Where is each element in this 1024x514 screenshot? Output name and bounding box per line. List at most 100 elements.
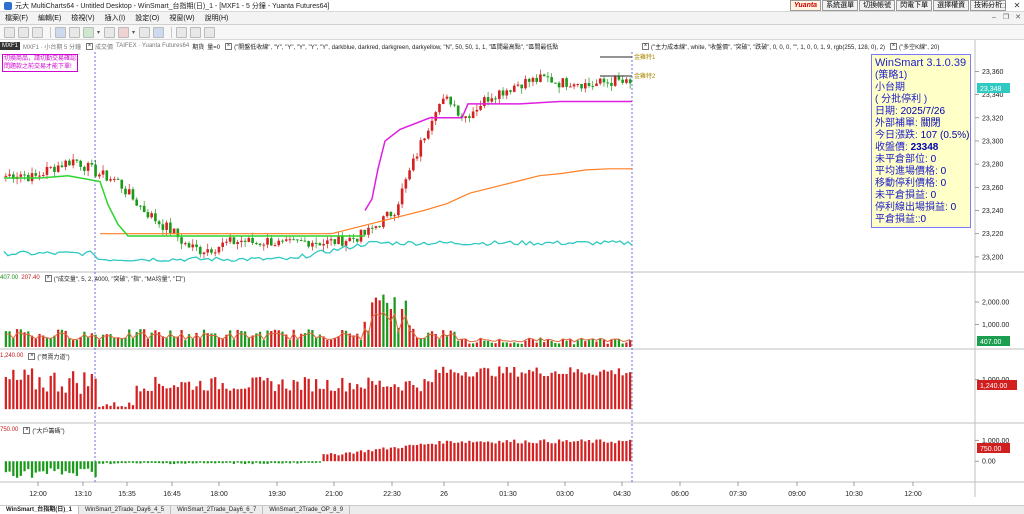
menu-view[interactable]: 檢視(V) bbox=[71, 15, 95, 22]
zoom-icon[interactable] bbox=[153, 26, 165, 38]
chips-bar bbox=[546, 442, 550, 462]
volume-bars bbox=[4, 294, 632, 347]
indicator-icon[interactable] bbox=[176, 26, 188, 38]
close-icon[interactable]: × bbox=[642, 42, 649, 50]
orange-cost-line bbox=[100, 168, 632, 235]
info-tp-value: 0 bbox=[950, 202, 957, 213]
tab-day6-6-7[interactable]: WinSmart_2Trade_Day6_6_7 bbox=[171, 506, 264, 514]
force-bar bbox=[49, 375, 52, 410]
volume-tick-label: 1,000.00 bbox=[982, 322, 1009, 329]
chips-bar bbox=[486, 441, 490, 462]
volume-bar bbox=[400, 308, 404, 347]
force-bars bbox=[4, 366, 632, 410]
tech-analysis-button[interactable]: 技術分析 bbox=[970, 0, 1007, 11]
force-bar bbox=[621, 375, 624, 410]
candle-body bbox=[109, 179, 112, 181]
text-tool-icon[interactable] bbox=[104, 26, 116, 38]
crosshair-icon[interactable] bbox=[69, 26, 80, 38]
candle-body bbox=[139, 205, 142, 207]
tab-op-8-9[interactable]: WinSmart_2Trade_OP_8_9 bbox=[263, 506, 351, 514]
price-tick-label: 23,320 bbox=[982, 115, 1004, 122]
chips-bar bbox=[150, 461, 153, 463]
force-bar bbox=[464, 372, 467, 410]
volume-tick-label: 2,000.00 bbox=[982, 300, 1009, 307]
system-menu-button[interactable]: 系統選單 bbox=[822, 0, 859, 11]
volume-bar bbox=[341, 330, 344, 347]
force-bar bbox=[281, 379, 284, 410]
mdi-minimize-icon[interactable]: – bbox=[992, 14, 996, 21]
volume-bar bbox=[15, 329, 19, 347]
open-icon[interactable] bbox=[18, 26, 29, 38]
menu-insert[interactable]: 插入(I) bbox=[104, 15, 126, 22]
tab-winsmart-1[interactable]: WinSmart_台指期(日)_1 bbox=[0, 506, 79, 514]
drawing-dropdown-icon[interactable]: ▾ bbox=[132, 29, 136, 36]
force-bar bbox=[513, 367, 516, 410]
force-bar bbox=[356, 384, 359, 410]
candle-body bbox=[355, 238, 359, 242]
menu-edit[interactable]: 編輯(E) bbox=[37, 15, 62, 22]
new-chart-icon[interactable] bbox=[4, 26, 15, 38]
panel3-header: 1,240.00 × ("買賣力道") bbox=[0, 351, 73, 361]
force-bar bbox=[240, 388, 243, 410]
force-bar bbox=[184, 382, 187, 410]
format-icon[interactable] bbox=[204, 26, 216, 38]
yuanta-logo-button[interactable]: Yuanta bbox=[790, 0, 822, 11]
close-icon[interactable]: × bbox=[86, 42, 94, 50]
minimize-icon[interactable]: – bbox=[986, 1, 992, 10]
candle-body bbox=[337, 235, 340, 245]
volume-bar bbox=[143, 329, 146, 347]
volume-bar bbox=[572, 344, 576, 347]
volume-bar bbox=[109, 334, 112, 347]
trendline-icon[interactable] bbox=[83, 26, 94, 38]
strategy-icon[interactable] bbox=[190, 26, 202, 38]
close-icon[interactable]: × bbox=[28, 352, 36, 360]
volume-bar bbox=[516, 343, 520, 347]
menu-help[interactable]: 說明(H) bbox=[204, 15, 229, 22]
volume-bar bbox=[120, 338, 123, 347]
menu-settings[interactable]: 設定(O) bbox=[135, 15, 160, 22]
candle-body bbox=[445, 96, 449, 99]
save-icon[interactable] bbox=[32, 26, 43, 38]
window-title: 元大 MultiCharts64 - Untitled Desktop - Wi… bbox=[15, 2, 330, 10]
candle-body bbox=[520, 84, 524, 89]
close-icon[interactable]: × bbox=[890, 42, 898, 50]
fibonacci-icon[interactable] bbox=[139, 26, 151, 38]
arrow-tool-icon[interactable] bbox=[118, 26, 130, 38]
volume-bar bbox=[12, 338, 15, 347]
volume-bar bbox=[258, 331, 262, 347]
switch-account-button[interactable]: 切換帳號 bbox=[859, 0, 896, 11]
close-icon[interactable]: × bbox=[23, 426, 31, 434]
maximize-icon[interactable]: □ bbox=[1000, 1, 1006, 10]
close-icon[interactable]: × bbox=[225, 42, 233, 50]
volume-bar bbox=[617, 339, 621, 347]
force-bar bbox=[318, 388, 321, 410]
menu-file[interactable]: 檔案(F) bbox=[5, 15, 28, 22]
close-icon[interactable]: × bbox=[44, 274, 52, 282]
chips-bar bbox=[386, 449, 389, 462]
mdi-restore-icon[interactable]: ❐ bbox=[1002, 14, 1010, 21]
symbol-tag[interactable]: MXF1 bbox=[0, 42, 21, 50]
info-pos-label: 未平倉部位: bbox=[875, 154, 928, 165]
force-bar bbox=[273, 391, 277, 410]
panel1-header: MXF1 MXF1 · 小台期 5 分鐘 × 成交價 TAIFEX · Yuan… bbox=[0, 41, 561, 51]
options-button[interactable]: 選擇權資 bbox=[933, 0, 970, 11]
mdi-close-icon[interactable]: ✕ bbox=[1015, 14, 1021, 21]
cursor-icon[interactable] bbox=[55, 26, 66, 38]
close-icon[interactable]: ✕ bbox=[1013, 1, 1021, 10]
flash-order-button[interactable]: 閃電下單 bbox=[896, 0, 933, 11]
trendline-dropdown-icon[interactable]: ▾ bbox=[97, 29, 101, 36]
info-trail-value: 0 bbox=[940, 178, 947, 189]
menu-window[interactable]: 視窗(W) bbox=[169, 15, 195, 22]
tab-day6-4-5[interactable]: WinSmart_2Trade_Day6_4_5 bbox=[79, 506, 172, 514]
price-tick-label: 23,240 bbox=[982, 208, 1004, 215]
price-type-label: 成交價 bbox=[95, 44, 114, 51]
volume-bar bbox=[621, 343, 624, 347]
chips-bar bbox=[378, 448, 381, 462]
volume-bar bbox=[460, 339, 464, 347]
volume-bar bbox=[72, 340, 75, 347]
volume-bar bbox=[150, 332, 153, 347]
chips-bar bbox=[587, 440, 591, 462]
chart-canvas[interactable]: 23,360 23,340 23,320 23,300 23,280 23,260 23,2… bbox=[0, 40, 1024, 505]
chips-bar bbox=[285, 461, 288, 463]
force-bar bbox=[8, 379, 11, 410]
